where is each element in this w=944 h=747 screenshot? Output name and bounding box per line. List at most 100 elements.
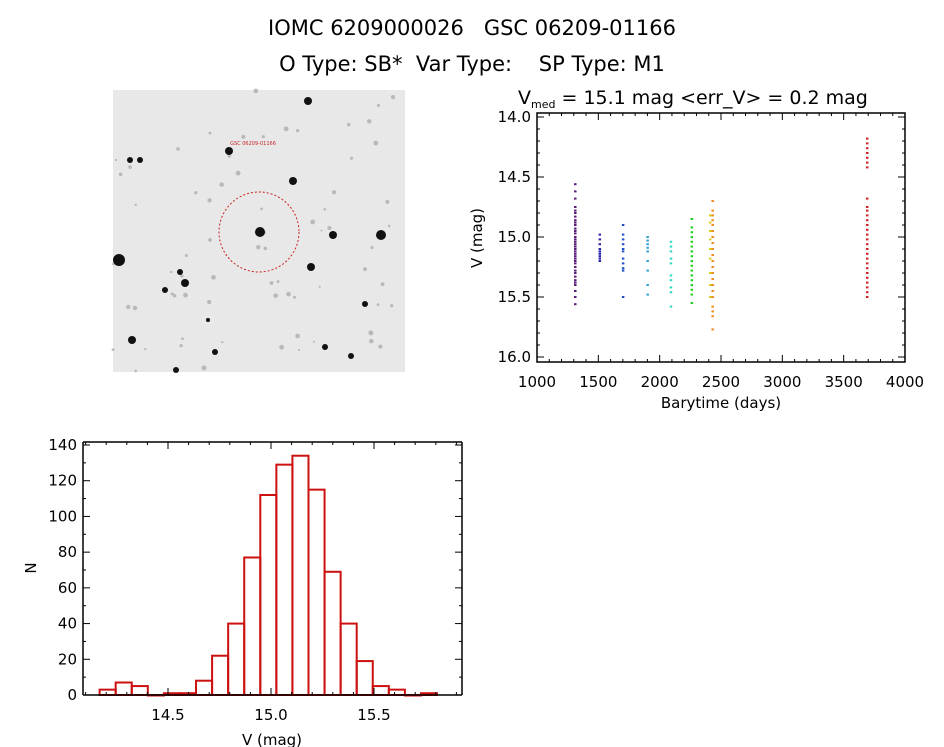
data-point (621, 233, 625, 236)
data-point (646, 293, 649, 296)
faint-star (144, 347, 147, 351)
faint-star (286, 291, 291, 297)
data-point (711, 278, 714, 280)
histogram-bar (259, 494, 278, 696)
faint-star (367, 119, 372, 124)
data-point (621, 238, 625, 241)
y-tick-label: 60 (58, 579, 77, 597)
data-point (646, 269, 649, 272)
faint-star (208, 238, 213, 242)
x-tick-label: 3000 (763, 373, 801, 391)
y-tick-label: 0 (67, 686, 77, 704)
faint-star (378, 344, 383, 349)
faint-star (310, 219, 316, 225)
data-point (711, 260, 714, 262)
histogram-bar (307, 488, 326, 696)
histogram-bar (387, 688, 406, 697)
data-point (574, 212, 577, 214)
faint-star (376, 103, 380, 108)
faint-star (320, 229, 323, 232)
y-tick-label: 15.0 (498, 228, 531, 246)
data-point (669, 250, 673, 253)
data-point (690, 284, 694, 286)
data-point (574, 252, 577, 255)
data-point (690, 226, 694, 229)
star (162, 287, 168, 293)
star (307, 263, 315, 271)
data-point (690, 260, 694, 262)
faint-star (176, 147, 180, 151)
data-point (865, 272, 869, 274)
faint-star (349, 156, 354, 160)
data-point (598, 243, 602, 246)
data-point (711, 305, 714, 308)
y-tick-label: 120 (48, 472, 77, 490)
data-point (574, 206, 577, 208)
histogram-bar (243, 556, 262, 696)
data-point (669, 245, 673, 248)
faint-star (380, 282, 385, 287)
data-point (865, 206, 869, 208)
data-point (711, 315, 714, 318)
data-point (574, 230, 577, 232)
faint-star (118, 172, 123, 177)
faint-star (390, 94, 396, 100)
data-point (574, 197, 577, 200)
y-tick-label: 15.5 (498, 288, 531, 306)
faint-star (235, 170, 241, 176)
data-point (574, 266, 577, 268)
data-point (711, 224, 714, 226)
star (177, 269, 183, 275)
faint-star (207, 299, 212, 305)
x-tick-label: 2000 (641, 373, 679, 391)
data-point (865, 161, 869, 164)
data-point (669, 257, 673, 260)
data-point (711, 296, 714, 298)
data-point (865, 257, 869, 260)
data-point (598, 250, 602, 253)
star (362, 301, 368, 307)
faint-star (273, 293, 279, 298)
faint-star (312, 340, 315, 343)
data-point (690, 293, 694, 296)
faint-star (114, 158, 118, 162)
faint-star (132, 305, 138, 311)
faint-star (276, 280, 280, 283)
faint-star (279, 344, 284, 350)
chart-subtitle: O Type: SB* Var Type: SP Type: M1 (279, 52, 665, 76)
data-point (711, 214, 714, 217)
star (173, 367, 179, 373)
faint-star (346, 122, 351, 127)
data-point (690, 274, 694, 277)
data-point (865, 219, 869, 222)
data-point (574, 227, 577, 230)
faint-star (211, 274, 216, 280)
data-point (574, 248, 577, 250)
star (212, 349, 218, 355)
y-tick-label: 14.5 (498, 168, 531, 186)
x-tick-label: 15.5 (357, 706, 390, 724)
data-point (690, 250, 694, 253)
data-point (574, 303, 577, 306)
y-tick-label: 80 (58, 543, 77, 561)
x-tick-label: 14.5 (151, 706, 184, 724)
target-circle-marker (218, 191, 300, 273)
faint-star (227, 154, 231, 158)
faint-star (221, 341, 224, 344)
histogram-bar (323, 570, 342, 696)
faint-star (170, 270, 173, 274)
y-axis-label: N (22, 562, 40, 573)
title-v: V (518, 87, 531, 109)
faint-star (134, 203, 137, 206)
data-point (711, 284, 714, 286)
data-point (865, 296, 869, 298)
star (348, 353, 354, 359)
faint-star (373, 140, 379, 146)
data-point (574, 290, 577, 292)
data-point (865, 142, 869, 145)
data-point (574, 240, 577, 243)
data-point (646, 250, 649, 253)
faint-star (390, 304, 394, 308)
data-point (865, 152, 869, 154)
x-axis-label: V (mag) (242, 731, 302, 747)
